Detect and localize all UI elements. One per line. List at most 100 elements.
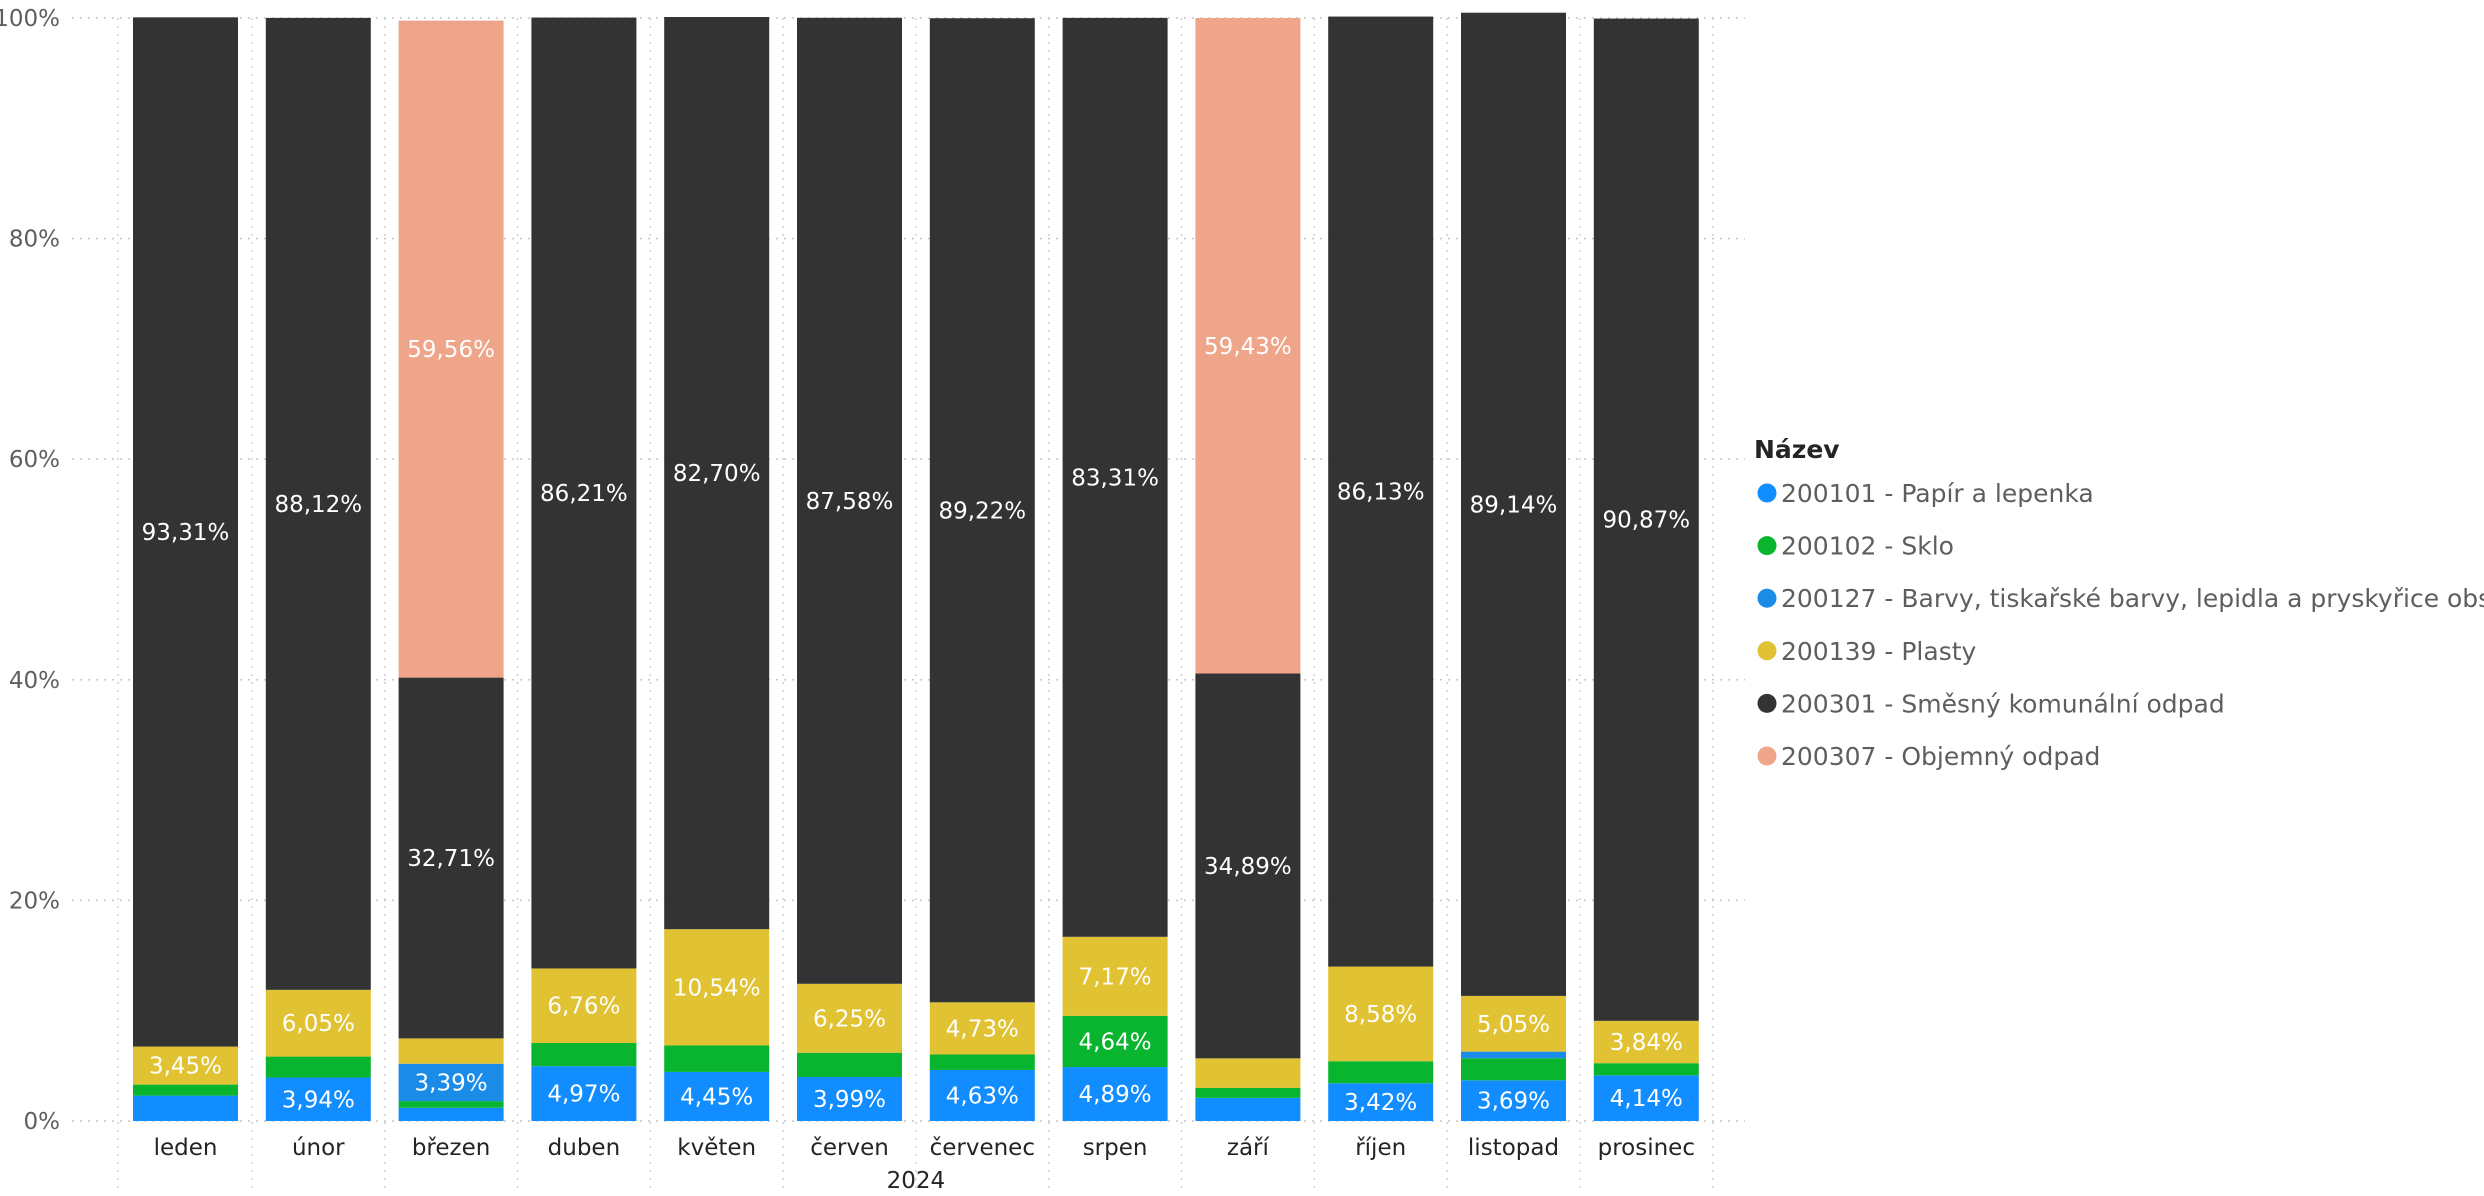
data-label: 34,89% (1204, 854, 1292, 880)
data-label: 10,54% (673, 975, 761, 1001)
bar-segment[interactable] (398, 677, 504, 1039)
data-label: 87,58% (806, 489, 894, 515)
bar-segment[interactable] (1062, 1015, 1168, 1068)
bar-segment[interactable] (133, 1095, 238, 1121)
bar-segment[interactable] (664, 1071, 770, 1121)
data-label: 86,21% (540, 481, 628, 507)
data-label: 4,97% (547, 1082, 620, 1108)
legend-marker-icon[interactable] (1757, 746, 1777, 766)
bar-segment[interactable] (531, 17, 637, 969)
data-label: 86,13% (1337, 480, 1425, 506)
bar-segment[interactable] (531, 968, 637, 1044)
x-tick-label: říjen (1355, 1135, 1406, 1161)
bar-segment[interactable] (398, 1101, 504, 1108)
bar-segment[interactable] (398, 1107, 504, 1121)
bar-segment[interactable] (1593, 1063, 1699, 1076)
bar-segment[interactable] (797, 17, 902, 984)
bar-segment[interactable] (531, 1043, 637, 1067)
bar-segment[interactable] (1593, 1075, 1699, 1121)
data-label: 3,69% (1477, 1089, 1550, 1115)
bar-segment[interactable] (664, 17, 770, 930)
legend-item-label[interactable]: 200301 - Směsný komunální odpad (1781, 689, 2225, 718)
data-label: 4,73% (946, 1016, 1019, 1042)
bar-segment[interactable] (265, 989, 371, 1057)
bar-segment[interactable] (1195, 1058, 1301, 1088)
legend-marker-icon[interactable] (1757, 693, 1777, 713)
bar-segment[interactable] (1328, 966, 1434, 1062)
x-tick-label: únor (292, 1135, 345, 1161)
bar-segment[interactable] (1328, 1061, 1434, 1084)
bar-segment[interactable] (133, 1046, 238, 1085)
data-label: 6,76% (547, 994, 620, 1020)
data-label: 93,31% (142, 520, 230, 546)
bar-segment[interactable] (797, 1076, 902, 1121)
bar-segment[interactable] (531, 1066, 637, 1121)
bar-segment[interactable] (1593, 18, 1699, 1021)
legend-item-label[interactable]: 200139 - Plasty (1781, 637, 1977, 666)
x-tick-label: srpen (1083, 1135, 1148, 1161)
data-label: 3,84% (1610, 1030, 1683, 1056)
bar-segment[interactable] (664, 929, 770, 1046)
bar-segment[interactable] (1195, 1087, 1301, 1098)
bar-segment[interactable] (265, 1056, 371, 1078)
data-label: 83,31% (1071, 465, 1159, 491)
data-label: 89,14% (1470, 492, 1558, 518)
legend-item-label[interactable]: 200101 - Papír a lepenka (1781, 479, 2094, 508)
y-tick-label: 60% (9, 447, 60, 473)
y-tick-label: 40% (9, 668, 60, 694)
data-label: 4,14% (1610, 1086, 1683, 1112)
legend-marker-icon[interactable] (1757, 641, 1777, 661)
bar-segment[interactable] (929, 1002, 1035, 1055)
bar-segment[interactable] (1461, 995, 1566, 1052)
bar-segment[interactable] (797, 1052, 902, 1077)
x-axis: leden únor březen duben květen červen červenec… (154, 1135, 1695, 1194)
data-label: 88,12% (274, 492, 362, 518)
bar-segment[interactable] (133, 1084, 238, 1096)
bar-segment[interactable] (1328, 1083, 1434, 1121)
bar-segment[interactable] (265, 1077, 371, 1121)
data-label: 6,05% (282, 1011, 355, 1037)
legend-marker-icon[interactable] (1757, 536, 1777, 556)
bar-segment[interactable] (1461, 12, 1566, 996)
bar-segment[interactable] (664, 1045, 770, 1072)
bar-segment[interactable] (929, 1069, 1035, 1121)
y-tick-label: 80% (9, 227, 60, 253)
legend-marker-icon[interactable] (1757, 483, 1777, 503)
legend-item-label[interactable]: 200307 - Objemný odpad (1781, 742, 2100, 771)
bar-segment[interactable] (1195, 18, 1301, 674)
data-label: 4,63% (946, 1083, 1019, 1109)
bar-segment[interactable] (1461, 1051, 1566, 1059)
x-tick-label: květen (677, 1135, 756, 1161)
bar-segment[interactable] (1461, 1080, 1566, 1121)
bar-segment[interactable] (1461, 1058, 1566, 1081)
x-tick-label: červenec (930, 1135, 1035, 1161)
legend-item-label[interactable]: 200127 - Barvy, tiskařské barvy, lepidla… (1781, 584, 2484, 613)
legend: Název 200101 - Papír a lepenka 200102 - Sk… (1754, 435, 2484, 771)
bar-segment[interactable] (398, 1038, 504, 1064)
bar-segment[interactable] (1062, 1067, 1168, 1121)
bars: 3,45% 93,31% 3,94% 6,05% 88,12% 3,39% 32,71% 59… (133, 12, 1699, 1121)
x-tick-label: září (1227, 1135, 1270, 1161)
bar-segment[interactable] (265, 17, 371, 990)
bar-segment[interactable] (797, 983, 902, 1053)
bar-segment[interactable] (1328, 16, 1434, 967)
data-label: 3,39% (415, 1070, 488, 1096)
data-label: 3,42% (1344, 1090, 1417, 1116)
x-tick-label: červen (810, 1135, 889, 1161)
legend-item-label[interactable]: 200102 - Sklo (1781, 532, 1954, 561)
bar-segment[interactable] (1195, 1097, 1301, 1121)
bar-segment[interactable] (929, 1054, 1035, 1070)
bar-segment[interactable] (398, 1063, 504, 1102)
x-tick-label: listopad (1468, 1135, 1559, 1161)
legend-marker-icon[interactable] (1757, 588, 1777, 608)
bar-segment[interactable] (1062, 17, 1168, 937)
gridlines (72, 17, 1745, 1190)
x-tick-label: duben (548, 1135, 621, 1161)
bar-segment[interactable] (1062, 936, 1168, 1016)
bar-segment[interactable] (929, 18, 1035, 1003)
bar-segment[interactable] (1195, 673, 1301, 1059)
bar-segment[interactable] (398, 20, 504, 678)
bar-segment[interactable] (133, 17, 238, 1047)
bar-segment[interactable] (1593, 1020, 1699, 1064)
